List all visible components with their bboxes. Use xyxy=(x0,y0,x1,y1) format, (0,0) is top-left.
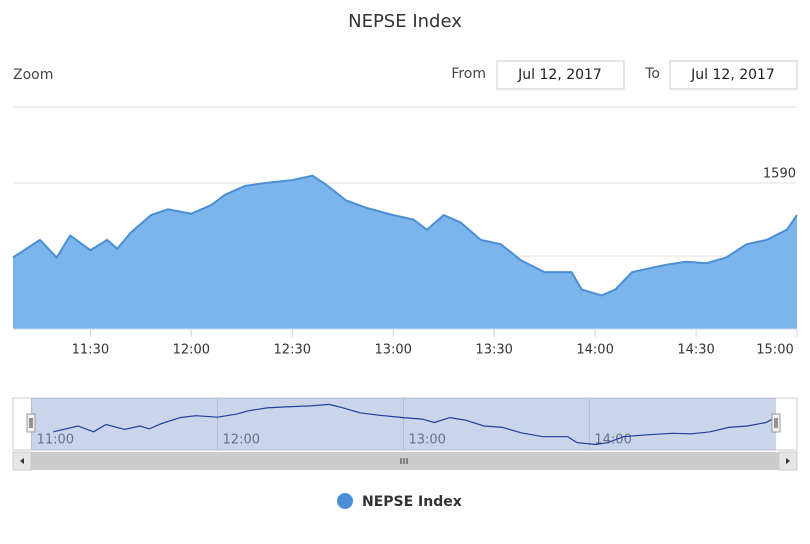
x-tick-label: 14:30 xyxy=(677,343,714,358)
scroll-left-arrow xyxy=(20,458,24,464)
scrollbar[interactable] xyxy=(12,451,798,471)
to-value[interactable]: Jul 12, 2017 xyxy=(690,67,775,83)
x-tick-label: 12:30 xyxy=(274,343,311,358)
from-label: From xyxy=(451,66,486,82)
to-label: To xyxy=(644,66,660,82)
x-tick-label: 15:00 xyxy=(756,343,793,358)
navigator-bg xyxy=(12,397,798,451)
legend[interactable]: NEPSE Index xyxy=(337,493,462,510)
x-tick-label: 12:00 xyxy=(173,343,210,358)
legend-marker[interactable] xyxy=(337,493,353,509)
x-tick-label: 14:00 xyxy=(576,343,613,358)
zoom-label: Zoom xyxy=(13,67,53,83)
from-input[interactable] xyxy=(496,60,625,90)
area-fill xyxy=(13,175,797,329)
plot: 15801585159011:3012:0012:3013:0013:3014:… xyxy=(12,167,798,358)
y-tick-label: 1590 xyxy=(763,167,796,182)
navigator-handle-grip xyxy=(774,418,778,428)
area-line xyxy=(12,174,798,297)
navigator-mask xyxy=(31,398,776,450)
x-tick-label: 13:30 xyxy=(475,343,512,358)
x-tick-label: 11:30 xyxy=(72,343,109,358)
navigator-tick-label: 11:00 xyxy=(37,433,74,448)
to-input[interactable] xyxy=(669,60,798,90)
from-value[interactable]: Jul 12, 2017 xyxy=(517,67,602,83)
navigator-tick-label: 13:00 xyxy=(408,433,445,448)
navigator-handle-grip xyxy=(29,418,33,428)
navigator-handle[interactable] xyxy=(26,413,36,433)
legend-label[interactable]: NEPSE Index xyxy=(362,494,462,510)
navigator-tick-label: 12:00 xyxy=(223,433,260,448)
scroll-right-arrow xyxy=(786,458,790,464)
x-tick-label: 13:00 xyxy=(374,343,411,358)
navigator-line xyxy=(53,403,776,446)
scrollbar-thumb[interactable] xyxy=(31,452,779,470)
chart-title: NEPSE Index xyxy=(348,11,462,32)
scrollbar-grip xyxy=(400,458,408,464)
navigator-handle[interactable] xyxy=(771,413,781,433)
